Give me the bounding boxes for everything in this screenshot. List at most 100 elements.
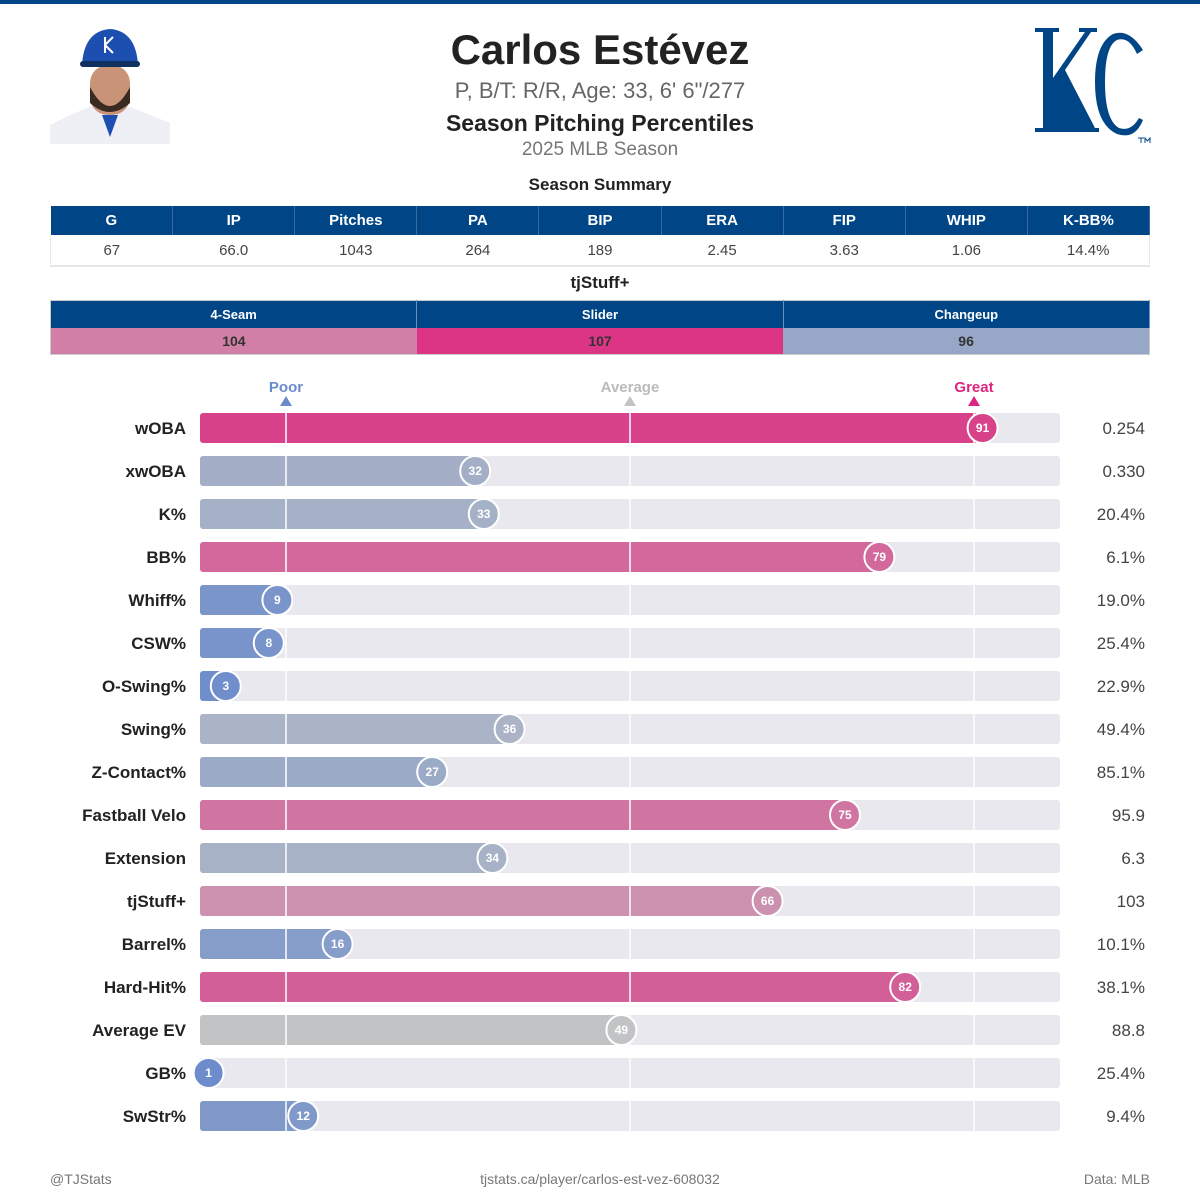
- stat-value: 85.1%: [1097, 763, 1145, 782]
- tjstuff-pitch-name: Slider: [416, 300, 784, 328]
- summary-header-cell: K-BB%: [1027, 206, 1151, 235]
- metric-label: Extension: [105, 849, 186, 868]
- tjstuff-table: 4-Seam Slider Changeup 104 107 96: [50, 300, 1151, 355]
- summary-value-cell: 189: [538, 235, 662, 267]
- percentile-bubble: [459, 455, 492, 487]
- stat-value: 103: [1117, 892, 1145, 911]
- metric-label: Hard-Hit%: [104, 978, 186, 997]
- metric-label: tjStuff+: [127, 892, 186, 911]
- stat-value: 22.9%: [1097, 677, 1145, 696]
- summary-header-cell: BIP: [538, 206, 662, 235]
- metric-label: Average EV: [92, 1021, 187, 1040]
- summary-value-cell: 1043: [294, 235, 417, 267]
- percentile-value: 16: [331, 937, 345, 951]
- percentile-value: 79: [873, 550, 887, 564]
- metric-label: GB%: [145, 1064, 186, 1083]
- percentile-value: 12: [297, 1109, 311, 1123]
- player-headshot: [50, 25, 170, 144]
- metric-label: Barrel%: [122, 935, 186, 954]
- summary-header-cell: G: [50, 206, 174, 235]
- percentile-bar: [200, 1015, 622, 1045]
- season-label: 2025 MLB Season: [521, 139, 679, 160]
- percentile-value: 49: [615, 1023, 629, 1037]
- percentile-value: 8: [265, 636, 272, 650]
- metric-label: CSW%: [131, 634, 186, 653]
- percentile-value: 32: [469, 464, 483, 478]
- metric-label: Swing%: [121, 720, 186, 739]
- percentile-bar: [200, 456, 476, 486]
- footer-url: tjstats.ca/player/carlos-est-vez-608032: [480, 1171, 720, 1187]
- percentile-bar: [200, 628, 269, 658]
- metric-label: Z-Contact%: [92, 763, 186, 782]
- summary-value-cell: 3.63: [783, 235, 906, 267]
- percentile-bubble: [192, 1057, 225, 1089]
- marker-triangle-icon: [968, 396, 980, 406]
- percentile-bubble: [966, 412, 999, 444]
- metric-label: K%: [159, 505, 186, 524]
- summary-header-cell: Pitches: [294, 206, 418, 235]
- percentile-bubble: [252, 627, 285, 659]
- chart-subtitle: Season Pitching Percentiles: [445, 110, 755, 136]
- percentile-bubble: [287, 1100, 320, 1132]
- percentile-bar: [200, 800, 845, 830]
- percentile-bubble: [751, 885, 784, 917]
- percentile-value: 66: [761, 894, 775, 908]
- percentile-bar: [200, 757, 433, 787]
- stat-value: 88.8: [1112, 1021, 1145, 1040]
- percentile-bubble: [209, 670, 242, 702]
- percentile-bubble: [416, 756, 449, 788]
- summary-value-cell: 14.4%: [1027, 235, 1151, 267]
- metric-label: Whiff%: [128, 591, 186, 610]
- percentile-bubble: [829, 799, 861, 831]
- stat-value: 25.4%: [1097, 634, 1145, 653]
- percentile-value: 34: [486, 851, 500, 865]
- stat-value: 19.0%: [1097, 591, 1145, 610]
- stat-value: 25.4%: [1097, 1064, 1145, 1083]
- marker-label-average: Average: [601, 379, 660, 396]
- player-bio: P, B/T: R/R, Age: 33, 6' 6"/277: [454, 78, 746, 103]
- marker-triangle-icon: [624, 396, 636, 406]
- percentile-value: 3: [222, 679, 229, 693]
- metric-label: BB%: [146, 548, 186, 567]
- tjstuff-pitch-value: 104: [50, 327, 417, 355]
- stat-value: 0.330: [1102, 462, 1145, 481]
- percentile-bubble: [321, 928, 354, 960]
- metric-label: wOBA: [134, 419, 186, 438]
- marker-triangle-icon: [280, 396, 292, 406]
- percentile-bubble: [493, 713, 526, 745]
- percentile-bubble: [863, 541, 896, 573]
- marker-label-great: Great: [954, 379, 993, 396]
- percentile-bar: [200, 413, 983, 443]
- tjstuff-title: tjStuff+: [570, 273, 630, 292]
- summary-header-cell: PA: [416, 206, 540, 235]
- summary-value-cell: 66.0: [172, 235, 295, 267]
- footer-handle: @TJStats: [50, 1171, 112, 1187]
- metric-label: O-Swing%: [102, 677, 186, 696]
- percentile-bubble: [605, 1014, 638, 1046]
- percentile-value: 33: [477, 507, 491, 521]
- footer-source: Data: MLB: [1083, 1171, 1150, 1187]
- summary-value-cell: 264: [416, 235, 539, 267]
- metric-label: xwOBA: [126, 462, 186, 481]
- percentile-bubble: [476, 842, 509, 874]
- top-accent-bar: [0, 0, 1200, 4]
- tjstuff-pitch-name: 4-Seam: [50, 300, 418, 328]
- summary-title: Season Summary: [528, 175, 672, 194]
- season-summary-table: G IP Pitches PA BIP ERA FIP WHIP K-BB% 67 66.0 1043…: [49, 206, 1151, 267]
- summary-value-cell: 1.06: [905, 235, 1028, 267]
- summary-header-cell: IP: [172, 206, 296, 235]
- percentile-bar: [200, 499, 484, 529]
- percentile-bubble: [467, 498, 500, 530]
- percentile-bar: [200, 972, 906, 1002]
- percentile-bar: [200, 714, 510, 744]
- percentile-bar: [200, 843, 493, 873]
- metric-label: SwStr%: [123, 1107, 186, 1126]
- stat-value: 10.1%: [1097, 935, 1145, 954]
- stat-value: 95.9: [1112, 806, 1145, 825]
- stat-value: 6.3: [1121, 849, 1145, 868]
- summary-header-cell: ERA: [661, 206, 784, 235]
- percentile-bar: [200, 542, 880, 572]
- tjstuff-pitch-name: Changeup: [783, 300, 1151, 328]
- percentile-value: 36: [503, 722, 517, 736]
